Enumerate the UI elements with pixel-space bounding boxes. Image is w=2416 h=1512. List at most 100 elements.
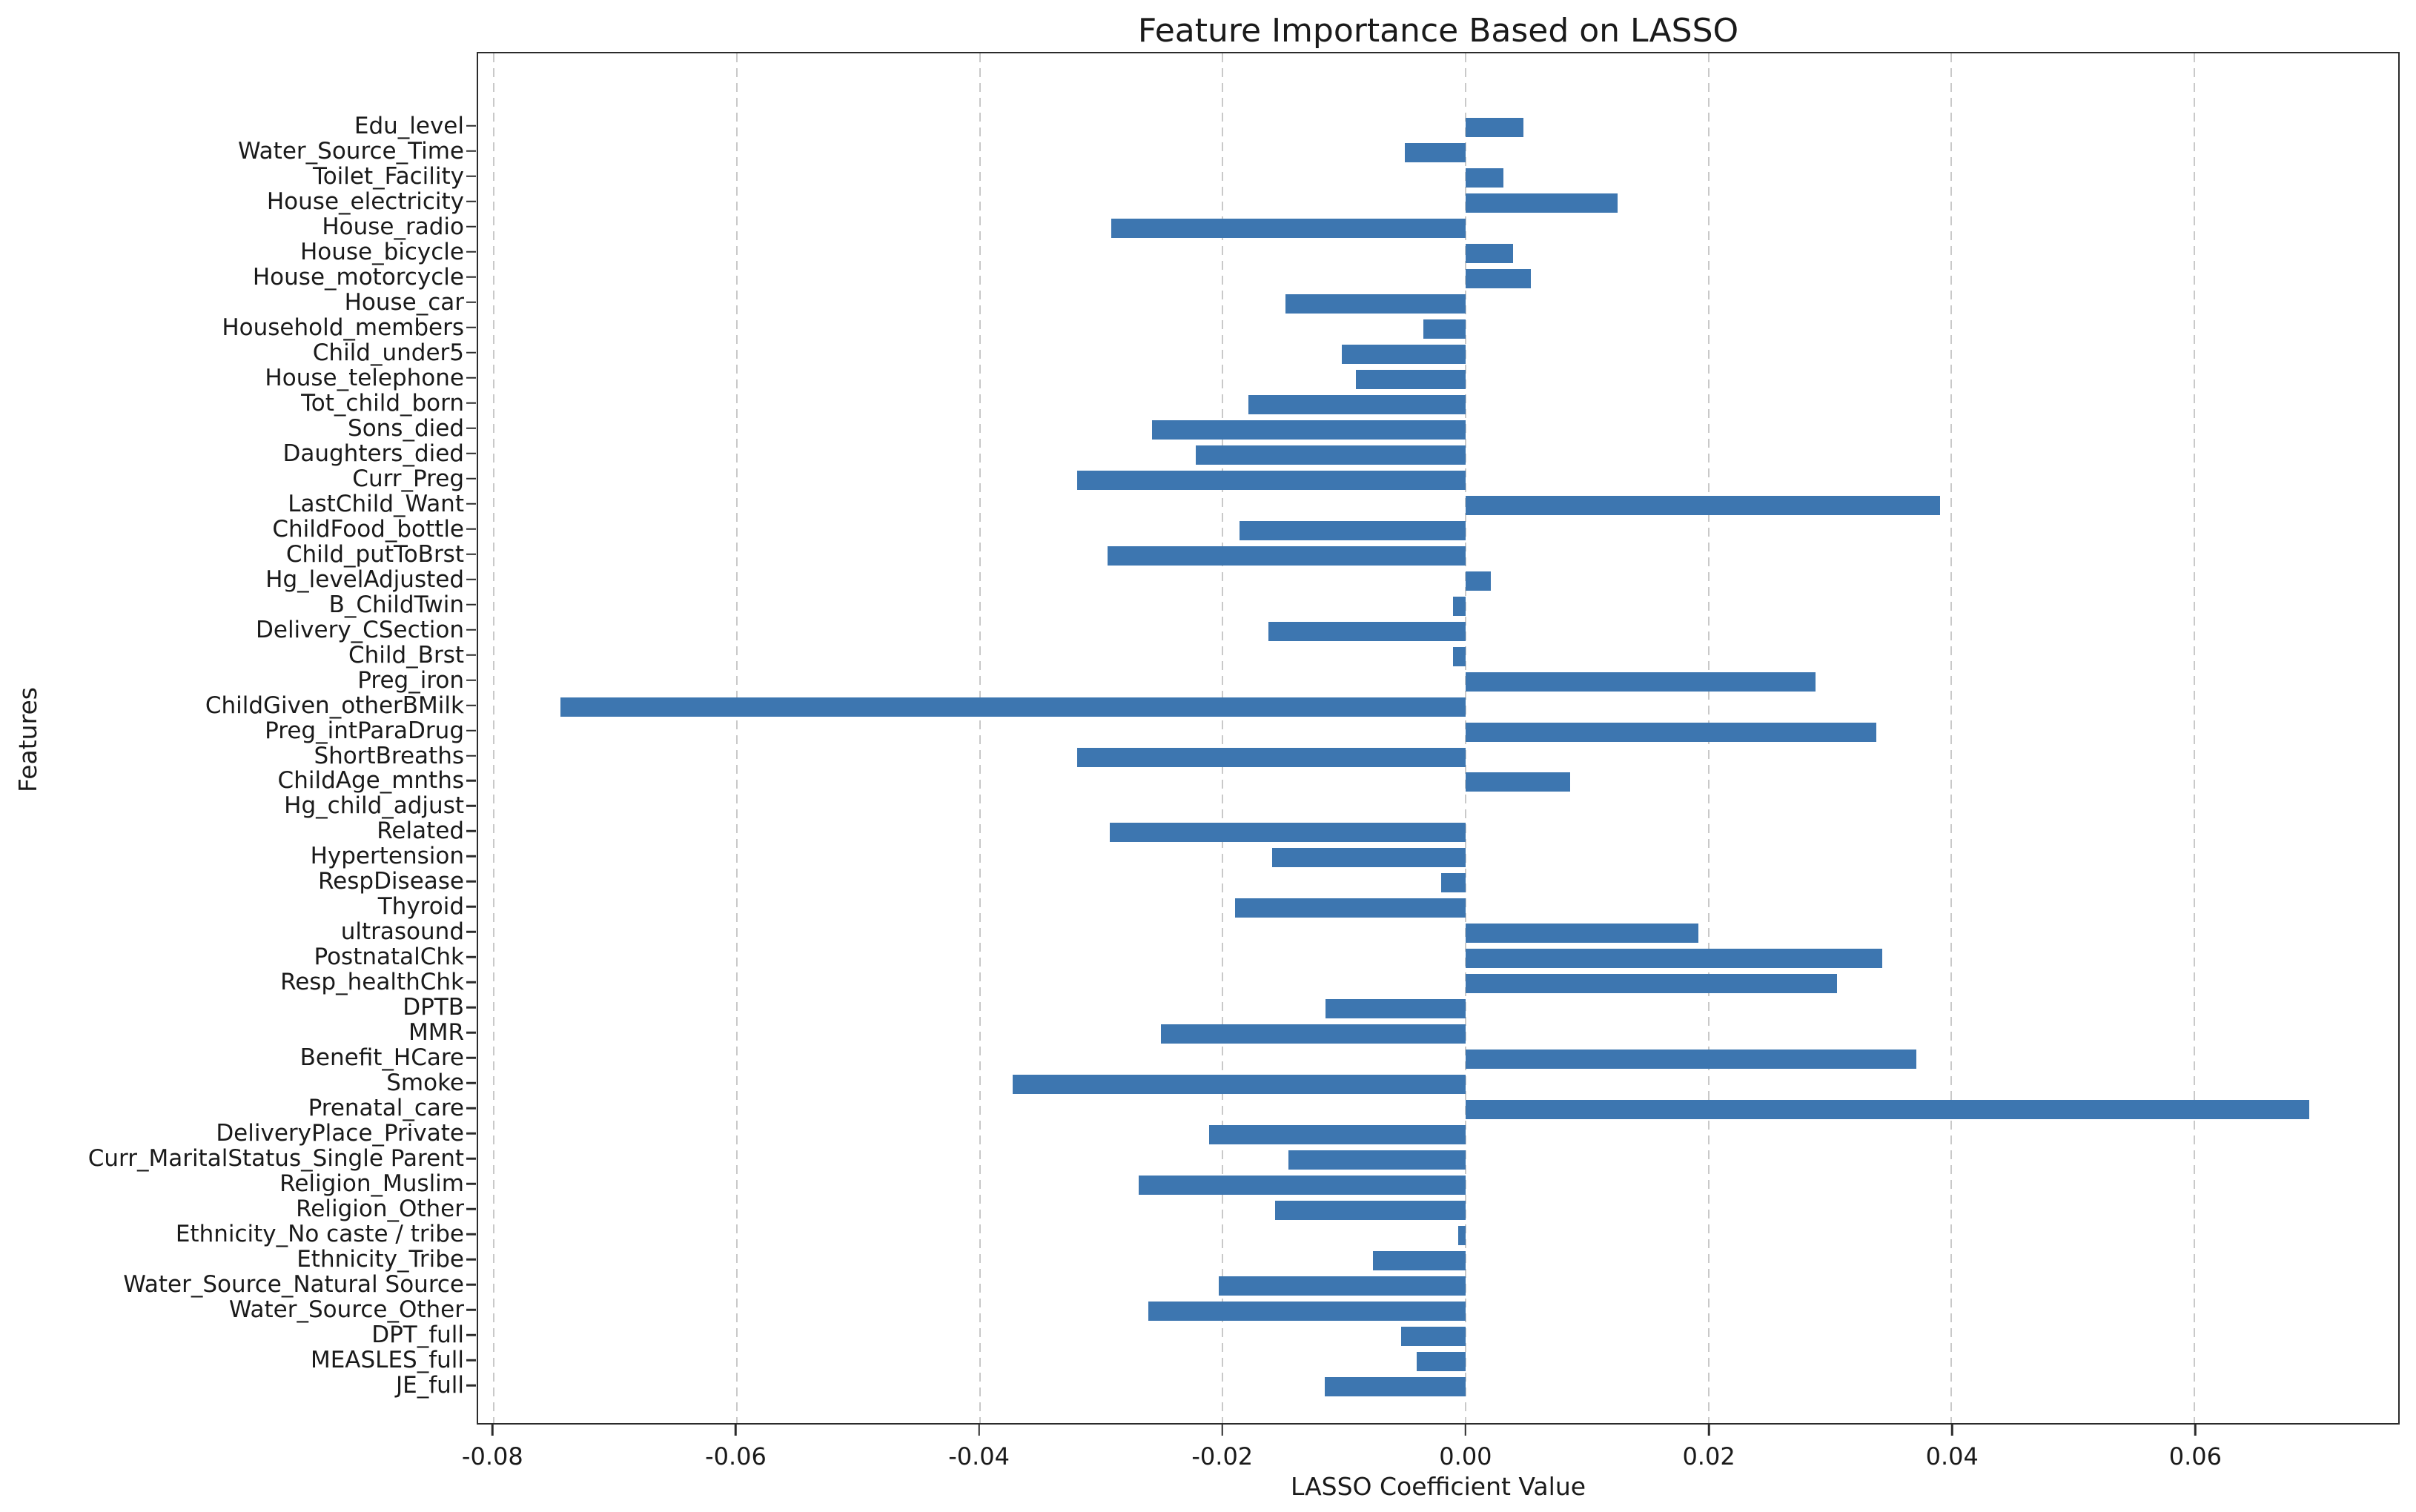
x-tick-label: -0.08 [461, 1442, 523, 1470]
y-tick-mark [466, 427, 476, 429]
y-tick-label: Hg_levelAdjusted [265, 566, 464, 593]
y-tick-label: Smoke [386, 1070, 464, 1097]
bar [1404, 142, 1466, 162]
gridline [493, 53, 495, 1423]
y-tick-mark [466, 225, 476, 228]
y-tick-mark [466, 1107, 476, 1110]
y-tick-label: Religion_Muslim [279, 1170, 464, 1198]
y-tick-label: Delivery_CSection [256, 616, 464, 643]
y-tick-mark [466, 150, 476, 153]
bar [1458, 1226, 1466, 1246]
y-tick-label: Hg_child_adjust [284, 792, 464, 820]
bar [1139, 1176, 1466, 1196]
bar [1441, 873, 1466, 893]
y-tick-label: Thyroid [377, 893, 464, 921]
bar [1219, 1276, 1466, 1296]
y-tick-label: MMR [408, 1019, 464, 1047]
x-tick-label: 0.04 [1925, 1442, 1979, 1470]
bar [1465, 1100, 2310, 1120]
y-tick-mark [466, 679, 476, 681]
bar [1107, 546, 1466, 566]
bar [1465, 974, 1838, 994]
y-tick-mark [466, 1233, 476, 1236]
bar [1076, 747, 1466, 767]
plot-area [477, 52, 2400, 1425]
y-tick-mark [466, 981, 476, 984]
y-tick-mark [466, 755, 476, 757]
bar [1465, 924, 1699, 944]
y-tick-label: PostnatalChk [314, 944, 464, 971]
y-tick-mark [466, 1308, 476, 1311]
bar [1465, 495, 1941, 515]
y-tick-label: House_electricity [266, 188, 464, 215]
y-tick-mark [466, 1132, 476, 1135]
bar [1465, 268, 1532, 288]
y-tick-label: ChildFood_bottle [272, 515, 464, 543]
bar [1268, 621, 1466, 641]
bar [1465, 571, 1492, 591]
y-tick-mark [466, 528, 476, 530]
bar [1326, 999, 1466, 1019]
y-tick-mark [466, 326, 476, 329]
y-tick-label: House_telephone [265, 364, 464, 391]
y-tick-label: MEASLES_full [310, 1347, 464, 1374]
bar [1324, 1377, 1466, 1396]
y-tick-label: Child_Brst [348, 641, 464, 669]
y-tick-mark [466, 780, 476, 782]
y-tick-label: Daughters_died [282, 440, 464, 467]
bar [1465, 949, 1882, 969]
y-tick-label: ultrasound [340, 918, 464, 946]
x-tick-mark [978, 1425, 980, 1436]
y-tick-mark [466, 477, 476, 480]
bar [1465, 168, 1503, 188]
bar [560, 697, 1466, 717]
y-tick-mark [466, 629, 476, 631]
y-tick-mark [466, 200, 476, 203]
y-tick-mark [466, 603, 476, 606]
gridline [1950, 53, 1953, 1423]
y-tick-mark [466, 906, 476, 908]
x-tick-label: -0.06 [705, 1442, 767, 1470]
bar [1160, 1024, 1466, 1044]
y-tick-label: Water_Source_Time [238, 137, 464, 165]
y-tick-label: JE_full [395, 1372, 464, 1399]
x-tick-mark [2194, 1425, 2197, 1436]
bar [1423, 319, 1466, 339]
y-tick-mark [466, 351, 476, 354]
y-tick-mark [466, 1081, 476, 1084]
x-axis: -0.08 -0.06 -0.04 -0.02 0.00 0.02 0.04 0.06 [462, 1425, 2400, 1506]
y-tick-label: ChildAge_mnths [277, 767, 464, 795]
y-tick-mark [466, 301, 476, 304]
bar [1356, 369, 1466, 389]
bar [1209, 1125, 1466, 1145]
bar [1111, 218, 1466, 238]
bar [1272, 848, 1466, 868]
y-tick-label: Prenatal_care [308, 1095, 464, 1122]
bar [1152, 420, 1466, 440]
bar [1240, 520, 1466, 540]
y-tick-mark [466, 452, 476, 454]
y-tick-label: Curr_Preg [352, 465, 464, 492]
y-tick-label: Water_Source_Natural Source [123, 1271, 464, 1299]
y-tick-mark [466, 1283, 476, 1286]
y-tick-mark [466, 1057, 476, 1059]
bar [1465, 672, 1816, 692]
bar [1288, 1150, 1466, 1170]
y-tick-label: Tot_child_born [301, 389, 464, 417]
y-tick-label: Sons_died [348, 414, 464, 442]
y-tick-label: Resp_healthChk [280, 969, 464, 996]
bar [1465, 117, 1524, 137]
x-tick-mark [1950, 1425, 1953, 1436]
y-tick-mark [466, 931, 476, 933]
y-tick-mark [466, 251, 476, 253]
y-tick-mark [466, 125, 476, 127]
y-tick-mark [466, 805, 476, 807]
y-tick-mark [466, 729, 476, 732]
bars-layer [478, 115, 2398, 1399]
y-tick-mark [466, 402, 476, 405]
bar [1285, 294, 1466, 314]
y-tick-label: DeliveryPlace_Private [216, 1120, 464, 1147]
y-tick-label: Household_members [222, 314, 464, 341]
y-tick-label: House_motorcycle [252, 263, 464, 291]
y-tick-label: DPTB [403, 994, 464, 1021]
